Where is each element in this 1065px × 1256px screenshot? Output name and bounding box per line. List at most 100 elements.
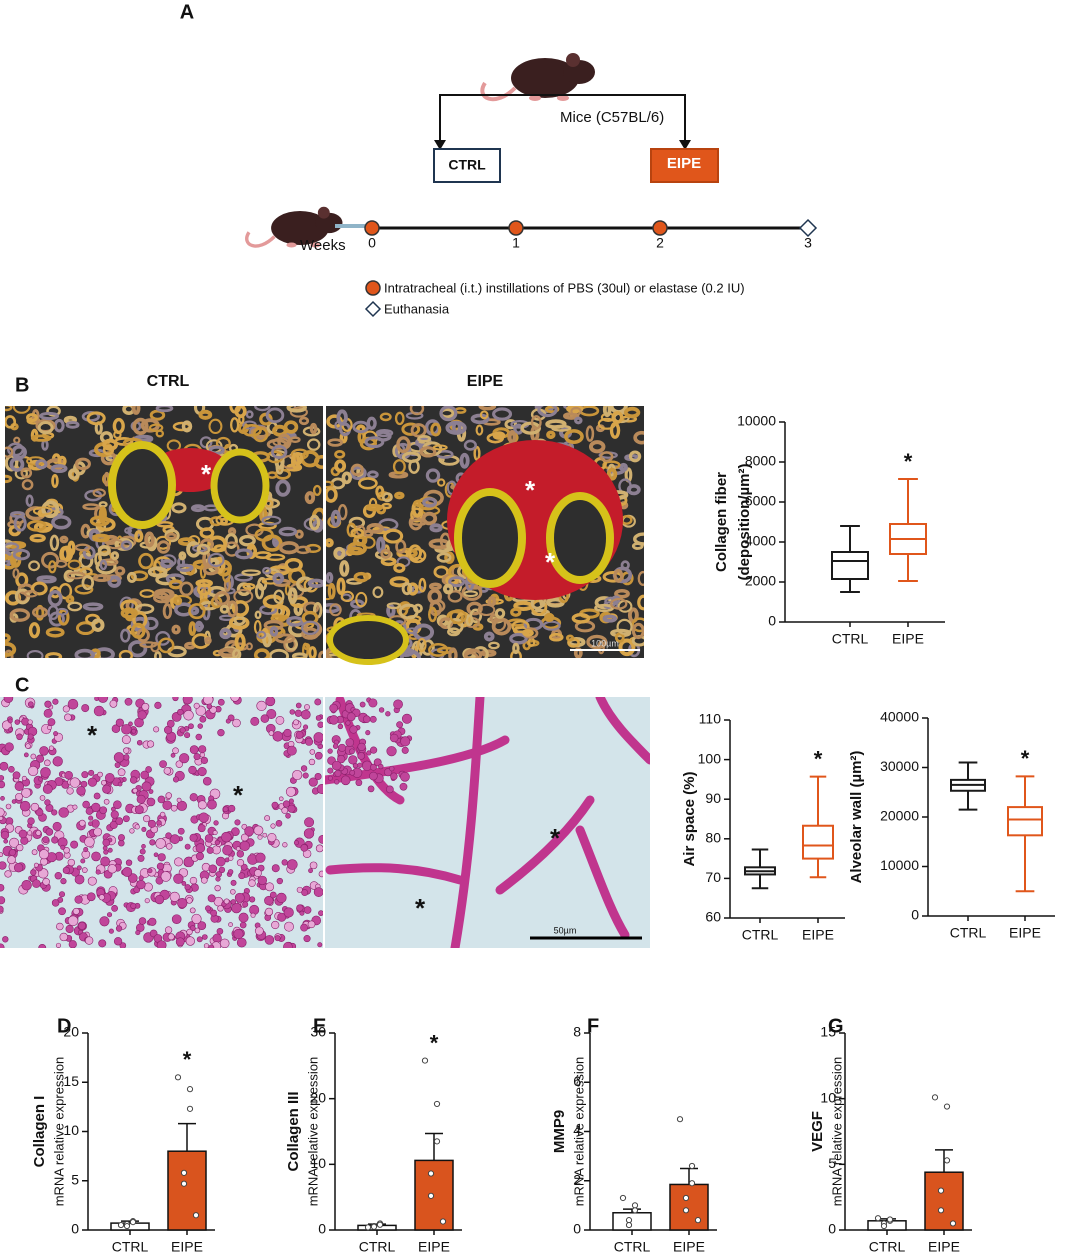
tissue xyxy=(448,576,466,588)
tissue xyxy=(449,609,467,624)
cell xyxy=(9,837,20,848)
tissue xyxy=(398,603,419,620)
cell xyxy=(313,732,323,743)
cell xyxy=(65,924,74,934)
image-marker: * xyxy=(545,547,556,577)
tissue xyxy=(327,582,336,600)
tissue xyxy=(57,608,70,626)
cell xyxy=(264,907,274,916)
tissue xyxy=(616,618,633,635)
cell xyxy=(109,820,118,829)
data-point xyxy=(370,1223,378,1230)
tissue xyxy=(637,570,644,586)
tissue xyxy=(65,594,75,604)
cell xyxy=(282,842,288,848)
micrograph xyxy=(325,697,650,948)
cell xyxy=(81,771,89,779)
tissue xyxy=(230,417,240,433)
cell xyxy=(138,917,147,925)
timepoint-label: 3 xyxy=(804,235,812,251)
cell xyxy=(239,840,250,852)
tissue xyxy=(375,485,385,498)
tissue xyxy=(91,618,105,632)
cell xyxy=(283,728,292,738)
cell xyxy=(129,828,135,834)
image-marker: * xyxy=(201,459,212,489)
cell xyxy=(38,776,43,782)
tissue xyxy=(28,622,41,639)
cell xyxy=(64,713,72,722)
tissue xyxy=(407,582,419,596)
cell xyxy=(166,719,175,728)
tissue xyxy=(381,492,393,503)
cell xyxy=(154,894,165,905)
tissue xyxy=(103,574,122,582)
tissue xyxy=(147,566,168,578)
tissue xyxy=(574,416,583,425)
cell xyxy=(124,697,133,706)
cell xyxy=(340,775,351,786)
significance: * xyxy=(814,746,823,771)
data-point xyxy=(433,1138,441,1145)
tissue xyxy=(286,616,304,627)
cell xyxy=(399,782,408,791)
cell xyxy=(141,844,146,849)
data-point xyxy=(186,1086,194,1093)
y-tick-label: 10 xyxy=(820,1089,836,1105)
legend-dot xyxy=(365,280,381,296)
tissue xyxy=(160,559,175,569)
cell xyxy=(39,795,46,801)
y-tick-label: 5 xyxy=(71,1171,79,1187)
alveolar-wall xyxy=(450,697,485,948)
cell xyxy=(197,824,206,833)
cell xyxy=(88,815,94,821)
cell xyxy=(113,752,125,763)
tissue xyxy=(334,459,347,473)
y-tick-label: 110 xyxy=(699,711,722,727)
tissue xyxy=(408,544,423,561)
tissue xyxy=(49,534,60,551)
cell xyxy=(111,724,121,733)
legend-diamond xyxy=(364,300,382,318)
tissue xyxy=(154,651,162,658)
tissue xyxy=(99,559,108,571)
y-tick-label: 40000 xyxy=(880,709,919,725)
x-tick-label: EIPE xyxy=(802,927,834,943)
tissue xyxy=(491,617,512,636)
cell xyxy=(21,879,32,891)
tissue xyxy=(181,420,193,433)
data-point xyxy=(180,1180,188,1187)
cell xyxy=(278,796,284,802)
cell xyxy=(64,770,73,780)
cell xyxy=(72,804,78,810)
tissue xyxy=(94,552,102,567)
mouse-body xyxy=(271,211,329,245)
data-point xyxy=(694,1217,702,1224)
cell xyxy=(285,786,296,797)
tissue xyxy=(410,507,424,523)
cell xyxy=(63,846,70,854)
tissue xyxy=(623,406,641,419)
tissue xyxy=(74,457,91,471)
tissue xyxy=(463,590,479,598)
cell xyxy=(101,779,107,786)
cell xyxy=(253,825,264,836)
tissue xyxy=(563,412,580,420)
cell xyxy=(334,779,340,785)
y-axis-label: Collagen I xyxy=(31,1096,48,1168)
mice-label: Mice (C57BL/6) xyxy=(560,109,664,126)
airway xyxy=(454,488,526,588)
cell xyxy=(193,702,200,709)
significance: * xyxy=(430,1030,439,1055)
tissue xyxy=(86,411,106,426)
arrow-head xyxy=(434,140,446,150)
cell xyxy=(283,941,293,948)
cell xyxy=(282,800,290,808)
cell xyxy=(169,891,180,902)
cell xyxy=(369,771,378,781)
cell xyxy=(228,855,234,861)
y-axis-label: mRNA relative expression xyxy=(829,1057,844,1207)
cell xyxy=(314,751,323,760)
cell xyxy=(235,846,241,852)
cell xyxy=(357,742,366,752)
